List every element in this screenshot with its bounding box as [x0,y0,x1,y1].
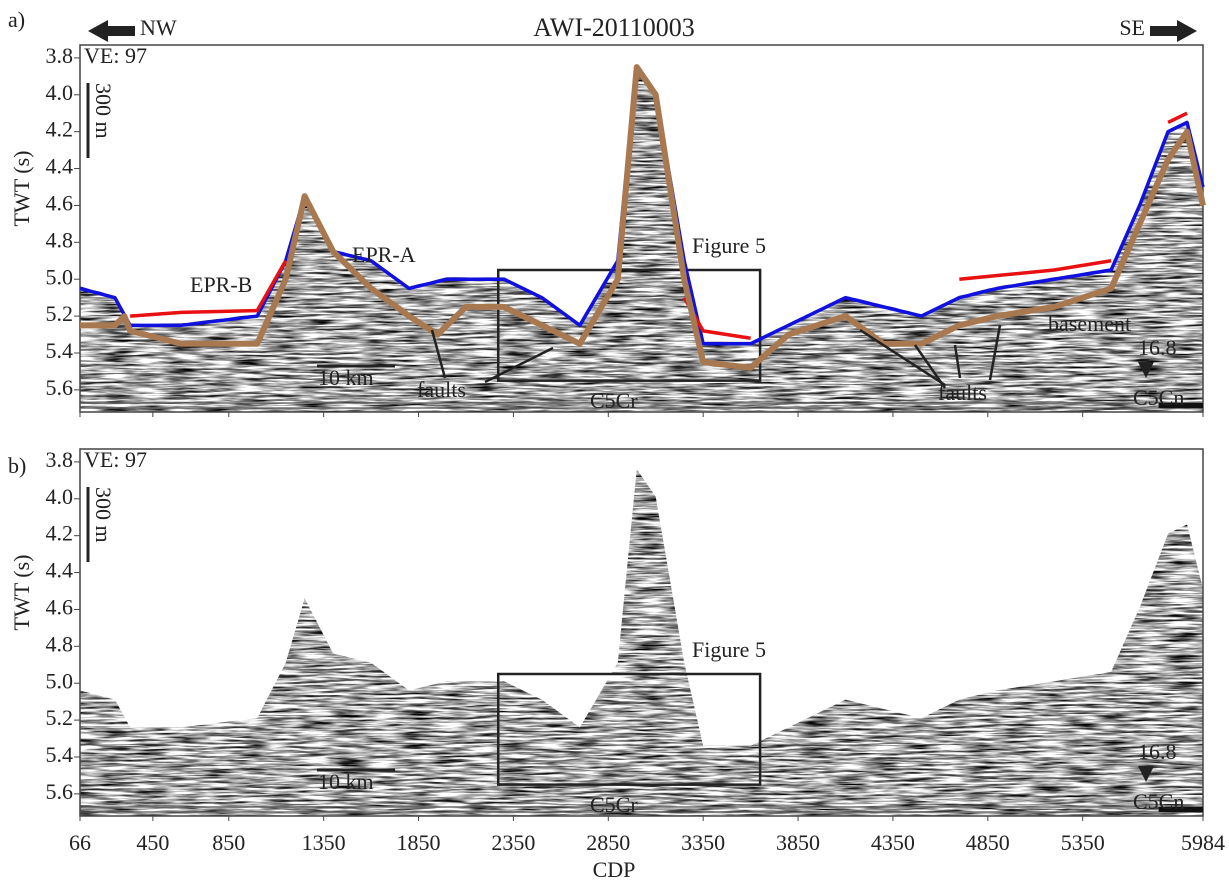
mag-block [1158,807,1203,812]
annotation: C5Cn [1133,385,1184,410]
annotation: VE: 97 [84,447,147,472]
x-tick-label: 66 [69,830,91,855]
annotation: C5Cn [1133,789,1184,814]
y-tick-label: 5.4 [46,742,74,767]
fault-arrows [430,324,1002,389]
y-tick-label: 4.6 [46,594,74,619]
y-tick-label: 5.0 [46,264,74,289]
x-tick-label: 1350 [302,830,346,855]
nw-arrow [88,20,135,42]
x-tick-label: 4350 [871,830,915,855]
annotation: 10 km [318,365,374,390]
y-tick-label: 4.4 [46,154,74,179]
annotation: C5Cr [590,792,638,817]
x-tick-label: 3850 [776,830,820,855]
x-axis-label: CDP [593,857,636,882]
horizon-line [80,64,1206,371]
y-tick-label: 4.2 [46,521,74,546]
x-tick-label: 5350 [1061,830,1105,855]
y-tick-label: 4.2 [46,117,74,142]
annotation: 16.8 [1138,739,1177,764]
x-tick-label: 2850 [586,830,630,855]
annotation: 16.8 [1138,335,1177,360]
y-tick-label: 5.6 [46,779,74,804]
annotation: 10 km [318,769,374,794]
annotation: C5Cr [590,388,638,413]
y-tick-label: 3.8 [46,43,74,68]
series-label: basement [1048,311,1131,336]
seismic-image [80,65,1203,412]
marker-triangle [1138,362,1154,378]
annotation: 300 m [91,487,116,543]
y-tick-label: 4.0 [46,80,74,105]
plot-frame [79,44,1204,413]
figure5-box [496,268,762,382]
x-tick-label: 2350 [491,830,535,855]
se-arrow [1150,20,1197,42]
series-label: EPR-B [190,272,252,297]
y-tick-label: 3.8 [46,447,74,472]
y-axis-label: TWT (s) [9,151,34,227]
x-tick-label: 4850 [966,830,1010,855]
x-tick-label: 3350 [681,830,725,855]
y-tick-label: 4.4 [46,558,74,583]
x-tick-label: 850 [212,830,245,855]
x-tick-label: 5984 [1181,830,1225,855]
panel-label: a) [8,7,25,32]
annotation: Figure 5 [692,637,766,662]
direction: SE [1119,15,1145,40]
marker-triangle [1138,766,1154,782]
y-tick-label: 4.6 [46,190,74,215]
y-tick-label: 5.2 [46,705,74,730]
mag-block [1158,403,1203,408]
figure5-box [496,672,762,786]
y-tick-label: 4.0 [46,484,74,509]
y-tick-label: 5.0 [46,668,74,693]
annotation: 300 m [91,83,116,139]
series-label: EPR-A [352,242,416,267]
annotation: Figure 5 [692,233,766,258]
horizon-line [129,111,1188,340]
y-tick-label: 5.2 [46,301,74,326]
y-tick-label: 5.4 [46,338,74,363]
y-tick-label: 4.8 [46,631,74,656]
chart-title: AWI-20110003 [533,13,695,42]
x-tick-label: 450 [136,830,169,855]
annotation: faults [417,377,466,402]
annotation: VE: 97 [84,43,147,68]
y-tick-label: 4.8 [46,227,74,252]
annotation: faults [938,380,987,405]
panel-label: b) [8,453,26,478]
y-tick-label: 5.6 [46,375,74,400]
y-axis-label: TWT (s) [9,555,34,631]
x-tick-label: 1850 [397,830,441,855]
direction: NW [140,15,177,40]
seismic-image [80,469,1203,816]
plot-frame [79,448,1204,817]
